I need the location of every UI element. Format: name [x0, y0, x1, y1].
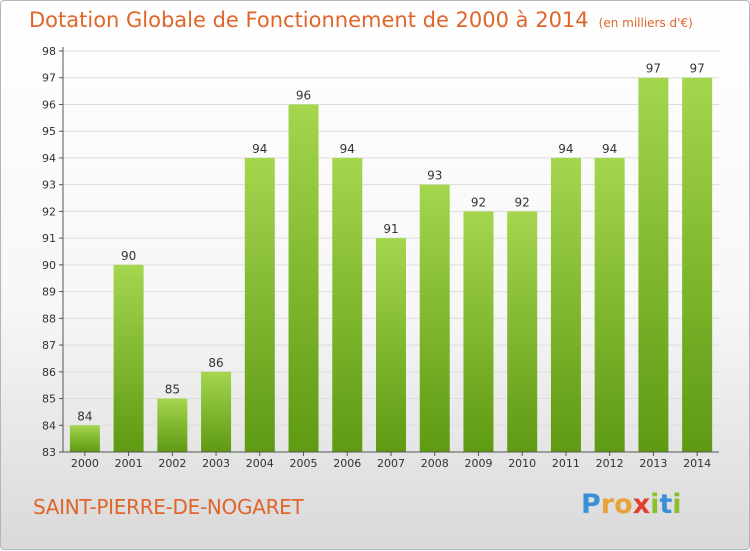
data-label: 94: [252, 142, 267, 156]
x-tick-label: 2002: [158, 457, 186, 470]
data-label: 96: [296, 88, 311, 102]
y-tick-label: 85: [42, 393, 56, 406]
commune-name: SAINT-PIERRE-DE-NOGARET: [33, 495, 304, 519]
bar-2001: [113, 264, 144, 452]
bar-2011: [550, 157, 581, 452]
y-tick-label: 92: [42, 205, 56, 218]
y-tick-label: 84: [42, 419, 56, 432]
y-tick-label: 88: [42, 312, 56, 325]
bar-2002: [157, 398, 188, 452]
y-tick-label: 89: [42, 286, 56, 299]
x-tick-label: 2011: [552, 457, 580, 470]
x-tick-label: 2008: [421, 457, 449, 470]
x-tick-label: 2003: [202, 457, 230, 470]
bar-2013: [638, 77, 669, 452]
x-tick-label: 2010: [508, 457, 536, 470]
x-tick-label: 2012: [596, 457, 624, 470]
bar-2010: [507, 211, 538, 452]
data-label: 91: [383, 222, 398, 236]
bar-2008: [419, 184, 450, 452]
bar-2006: [332, 157, 363, 452]
data-label: 94: [558, 142, 573, 156]
y-tick-label: 98: [42, 45, 56, 58]
logo-letter: i: [650, 489, 660, 520]
x-tick-label: 2013: [639, 457, 667, 470]
data-label: 94: [340, 142, 355, 156]
data-label: 84: [77, 409, 92, 423]
x-tick-label: 2005: [290, 457, 318, 470]
bar-2009: [463, 211, 494, 452]
y-tick-label: 93: [42, 179, 56, 192]
chart-title: Dotation Globale de Fonctionnement de 20…: [29, 8, 693, 32]
y-tick-label: 87: [42, 339, 56, 352]
x-tick-label: 2006: [333, 457, 361, 470]
x-tick-label: 2007: [377, 457, 405, 470]
logo-letter: x: [632, 489, 651, 520]
logo-letter: P: [581, 489, 601, 520]
bar-2003: [201, 371, 232, 452]
x-tick-label: 2001: [115, 457, 143, 470]
logo-letter: t: [659, 489, 673, 520]
logo-letter: o: [614, 489, 633, 520]
data-label: 90: [121, 249, 136, 263]
bar-2005: [288, 104, 319, 452]
data-labels: 84 90 85 86 94 96 94 91 93 92 92 94 94 97 97: [77, 62, 705, 424]
proxiti-logo: Proxiti: [581, 489, 682, 520]
y-tick-label: 97: [42, 72, 56, 85]
data-label: 86: [208, 356, 223, 370]
y-tick-label: 94: [42, 152, 56, 165]
data-label: 93: [427, 169, 442, 183]
x-tick-label: 2004: [246, 457, 274, 470]
data-label: 97: [646, 62, 661, 76]
bar-2012: [594, 157, 625, 452]
axes: 83 84 85 86 87 88 89 90 91 92 93 94 95 96 97 98 2000 2001…: [42, 45, 719, 470]
x-tick-label: 2014: [683, 457, 711, 470]
y-tick-label: 95: [42, 125, 56, 138]
logo-letter: i: [672, 489, 682, 520]
bar-2014: [682, 77, 713, 452]
bar-2000: [69, 425, 100, 452]
chart-subtitle: (en milliers d'€): [598, 16, 693, 30]
bars: [69, 77, 713, 452]
data-label: 92: [471, 195, 486, 209]
x-tick-label: 2000: [71, 457, 99, 470]
y-tick-label: 83: [42, 446, 56, 459]
logo-letter: r: [600, 489, 615, 520]
y-tick-label: 96: [42, 98, 56, 111]
bar-2004: [244, 157, 275, 452]
x-tick-label: 2009: [464, 457, 492, 470]
data-label: 97: [689, 62, 704, 76]
y-tick-label: 86: [42, 366, 56, 379]
data-label: 92: [515, 195, 530, 209]
data-label: 94: [602, 142, 617, 156]
chart-title-text: Dotation Globale de Fonctionnement de 20…: [29, 8, 589, 32]
y-tick-label: 91: [42, 232, 56, 245]
bar-2007: [376, 238, 406, 452]
data-label: 85: [165, 383, 180, 397]
y-tick-label: 90: [42, 259, 56, 272]
